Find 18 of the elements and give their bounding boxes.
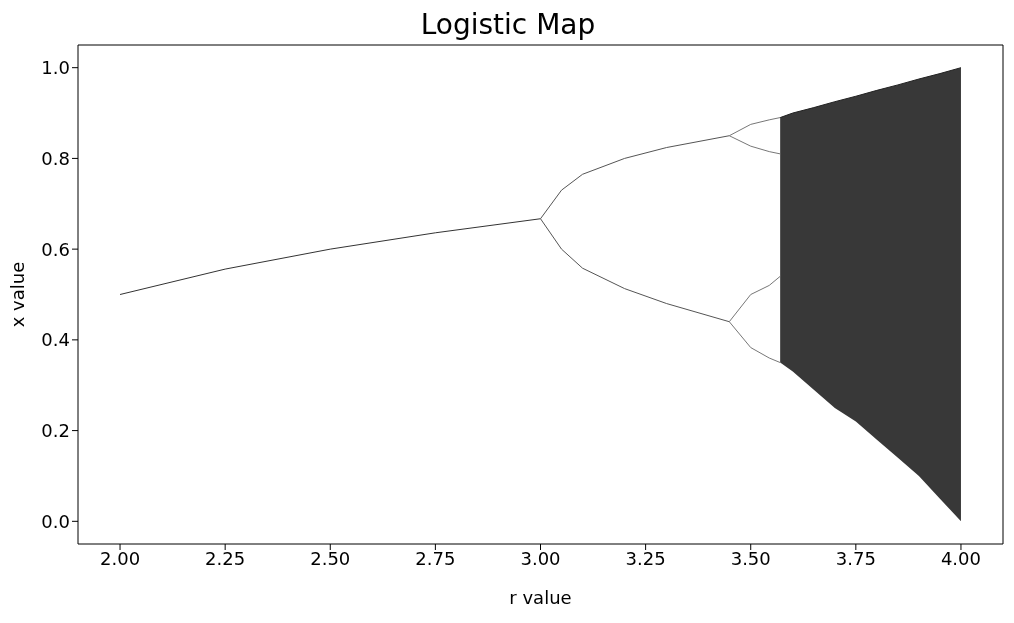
x-tick-label: 2.25 (205, 547, 246, 569)
x-tick-label: 3.00 (520, 547, 561, 569)
x-tick-label: 4.00 (940, 547, 981, 569)
x-tick-label: 3.25 (625, 547, 666, 569)
x-tick-label: 2.50 (310, 547, 351, 569)
x-tick-label: 3.50 (730, 547, 771, 569)
y-tick-label: 0.6 (41, 238, 70, 260)
x-axis-title: r value (509, 587, 572, 608)
x-tick-label: 2.00 (100, 547, 141, 569)
y-tick-label: 0.0 (41, 510, 70, 532)
y-tick-label: 0.8 (41, 147, 70, 169)
x-tick-label: 3.75 (835, 547, 876, 569)
chart-title: Logistic Map (419, 8, 597, 43)
y-axis-title: x value (7, 261, 29, 328)
y-tick-label: 1.0 (41, 57, 70, 79)
y-tick-label: 0.4 (41, 329, 70, 351)
x-tick-label: 2.75 (415, 547, 456, 569)
y-tick-label: 0.2 (41, 419, 70, 441)
